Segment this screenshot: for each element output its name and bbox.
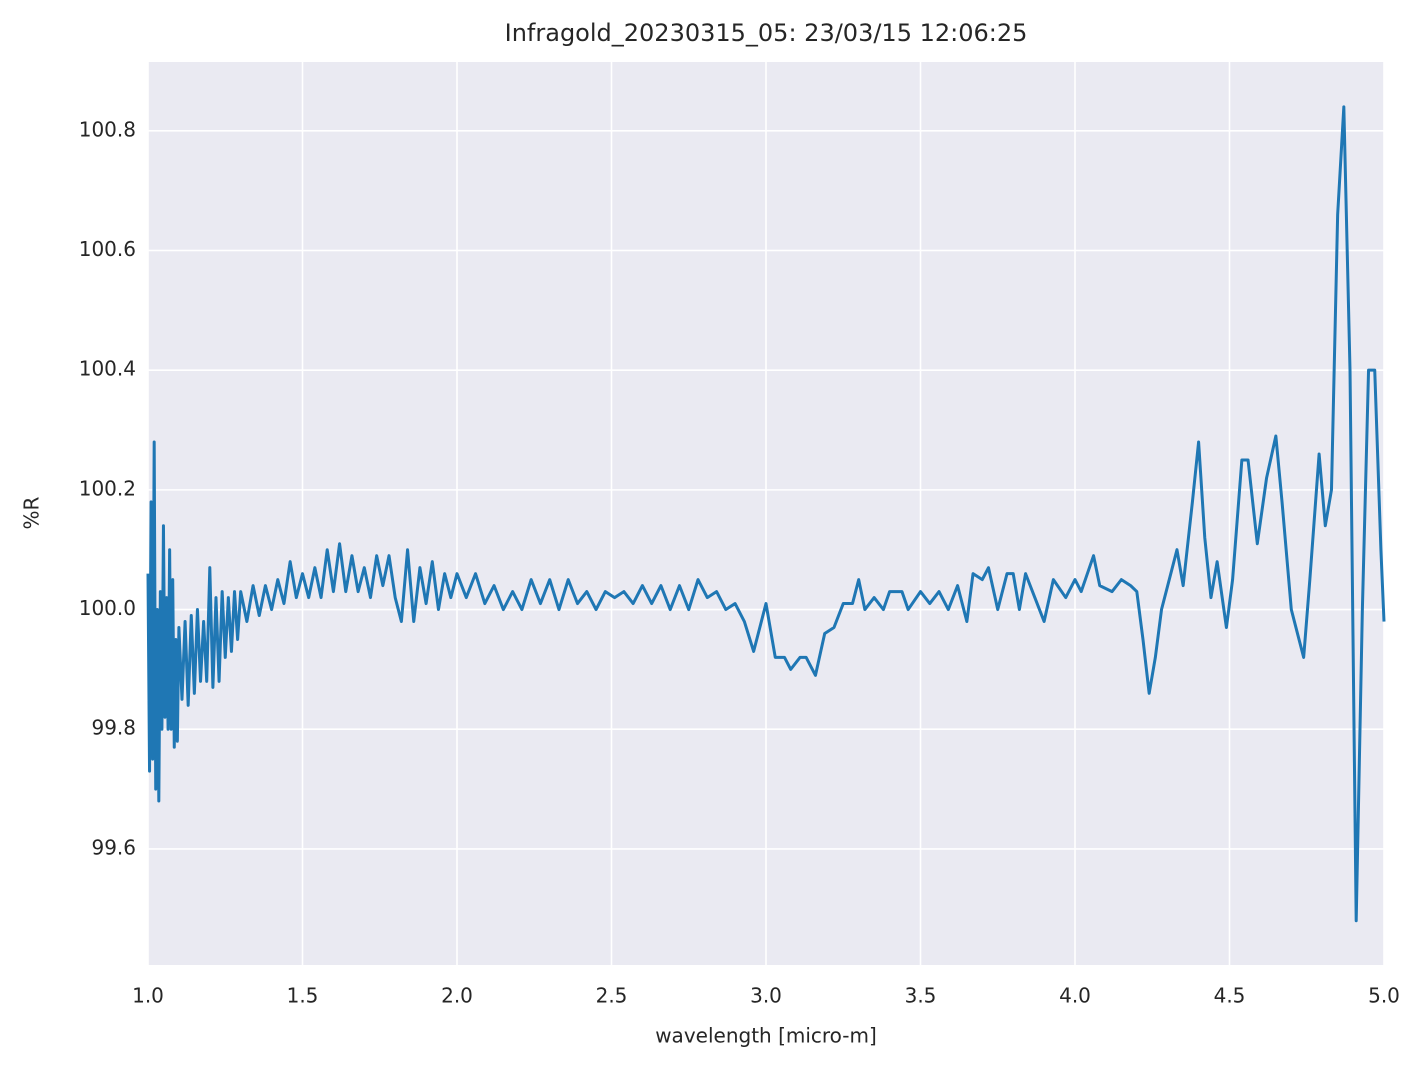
x-tick-label: 5.0	[1368, 984, 1400, 1008]
y-tick-label: 100.2	[79, 476, 136, 500]
y-tick-label: 100.4	[79, 357, 136, 381]
x-tick-label: 2.5	[596, 984, 628, 1008]
x-axis-label: wavelength [micro-m]	[655, 1024, 877, 1048]
y-tick-label: 100.6	[79, 237, 136, 261]
x-tick-label: 2.0	[441, 984, 473, 1008]
y-tick-label: 99.8	[91, 716, 136, 740]
x-tick-label: 4.5	[1214, 984, 1246, 1008]
y-tick-label: 100.8	[79, 117, 136, 141]
x-tick-label: 4.0	[1059, 984, 1091, 1008]
x-tick-label: 3.0	[750, 984, 782, 1008]
data-line	[146, 105, 1386, 923]
x-tick-label: 3.5	[905, 984, 937, 1008]
chart-title: Infragold_20230315_05: 23/03/15 12:06:25	[505, 19, 1028, 47]
x-tick-label: 1.0	[132, 984, 164, 1008]
y-axis-label: %R	[20, 496, 44, 529]
x-tick-label: 1.5	[287, 984, 319, 1008]
y-tick-label: 100.0	[79, 596, 136, 620]
y-tick-label: 99.6	[91, 835, 136, 859]
